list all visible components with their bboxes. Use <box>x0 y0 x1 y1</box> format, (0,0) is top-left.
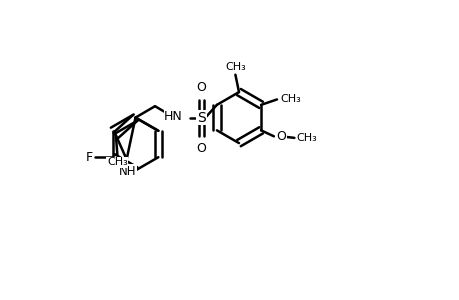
Text: O: O <box>196 142 206 154</box>
Text: NH: NH <box>118 165 136 178</box>
Text: O: O <box>275 130 285 143</box>
Text: CH₃: CH₃ <box>280 94 300 104</box>
Text: CH₃: CH₃ <box>107 157 128 167</box>
Text: O: O <box>196 81 206 94</box>
Text: HN: HN <box>164 110 183 123</box>
Text: CH₃: CH₃ <box>224 62 245 72</box>
Text: F: F <box>85 151 93 164</box>
Text: CH₃: CH₃ <box>296 133 317 143</box>
Text: S: S <box>197 111 206 124</box>
